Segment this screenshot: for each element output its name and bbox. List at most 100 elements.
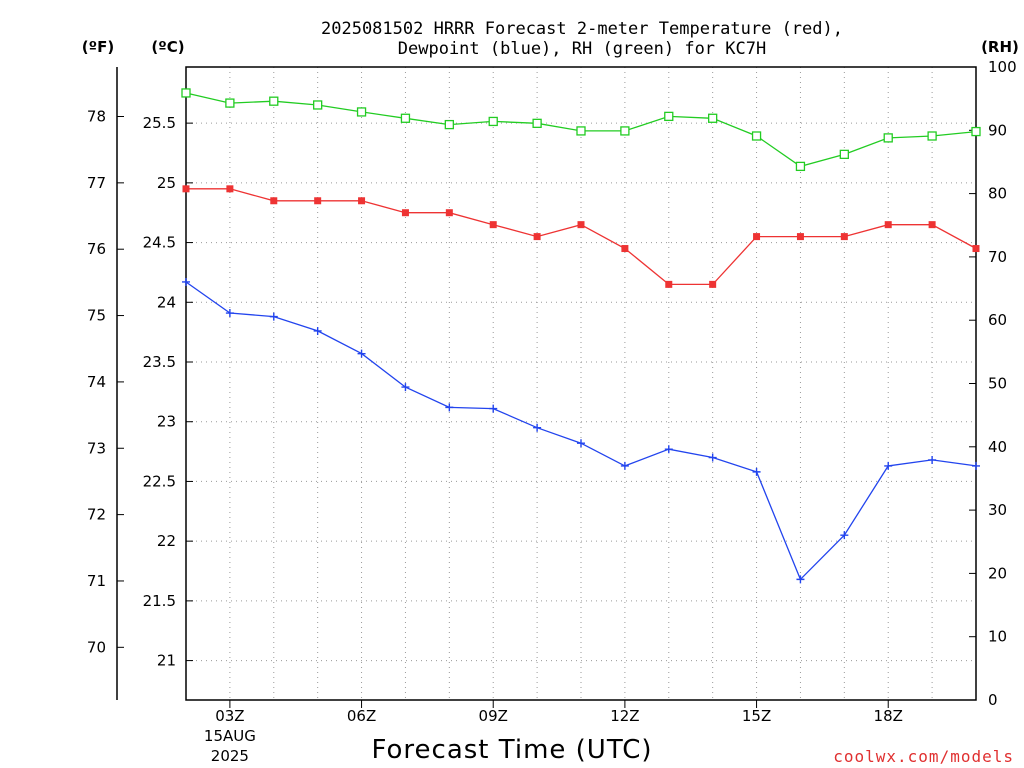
dewpoint-point — [708, 453, 717, 462]
celsius-tick-label: 23 — [157, 413, 176, 431]
dewpoint-point — [796, 575, 805, 584]
celsius-unit-label: (ºC) — [151, 38, 184, 56]
rh-unit-label: (RH) — [981, 38, 1019, 56]
temperature-point — [621, 245, 629, 253]
rh-tick-label: 40 — [988, 438, 1007, 456]
temperature-point — [270, 197, 278, 205]
temperature-point — [533, 233, 541, 241]
x-tick-label: 09Z — [479, 707, 508, 725]
temperature-point — [928, 221, 936, 229]
temperature-point — [226, 185, 234, 193]
rh-tick-label: 50 — [988, 375, 1007, 393]
rh-point — [356, 107, 367, 117]
dewpoint-point — [972, 461, 980, 470]
rh-tick-label: 0 — [988, 691, 998, 709]
chart-title-line-2: Dewpoint (blue), RH (green) for KC7H — [398, 39, 766, 59]
plot-frame — [185, 66, 977, 701]
rh-point — [313, 100, 323, 110]
temperature-point — [972, 245, 980, 253]
dewpoint-point — [225, 309, 234, 318]
temperature-point — [796, 233, 804, 241]
dewpoint-point — [489, 404, 498, 413]
celsius-tick-label: 22.5 — [143, 472, 176, 490]
fahrenheit-tick-label: 72 — [87, 506, 106, 524]
rh-point — [664, 111, 674, 122]
rh-tick-label: 100 — [988, 58, 1017, 76]
fahrenheit-tick-label: 73 — [87, 439, 106, 457]
celsius-tick-label: 24 — [157, 293, 176, 311]
temperature-point — [314, 197, 322, 205]
dewpoint-point — [445, 403, 454, 412]
rh-point — [751, 131, 762, 141]
fahrenheit-unit-label: (ºF) — [82, 38, 114, 56]
rh-point — [400, 113, 411, 123]
celsius-tick-label: 21 — [157, 652, 176, 670]
dewpoint-point — [182, 277, 190, 286]
rh-point — [927, 131, 937, 141]
grid-lines — [186, 67, 976, 700]
rh-point — [488, 116, 498, 127]
rh-point — [225, 98, 235, 108]
dewpoint-line — [185, 281, 977, 581]
x-tick-label: 15Z — [742, 707, 771, 725]
rh-tick-label: 20 — [988, 564, 1007, 582]
rh-point — [444, 119, 454, 130]
temperature-point — [577, 221, 585, 229]
temperature-point — [358, 197, 366, 205]
rh-point — [795, 161, 806, 172]
chart-title-line-1: 2025081502 HRRR Forecast 2-meter Tempera… — [321, 19, 843, 39]
temperature-point — [445, 209, 453, 217]
x-tick-label: 03Z — [215, 707, 244, 725]
celsius-tick-label: 23.5 — [143, 353, 176, 371]
fahrenheit-tick-label: 78 — [87, 107, 106, 125]
dewpoint-point — [840, 531, 849, 540]
temperature-point — [489, 221, 497, 229]
dewpoint-point — [269, 312, 278, 321]
temperature-line — [186, 188, 977, 286]
x-tick-year: 2025 — [211, 747, 249, 765]
rh-tick-label: 70 — [988, 248, 1007, 266]
rh-tick-label: 80 — [988, 185, 1007, 203]
rh-point — [181, 88, 191, 98]
fahrenheit-tick-label: 74 — [87, 373, 106, 391]
fahrenheit-tick-label: 76 — [87, 240, 106, 258]
temperature-point — [665, 280, 673, 288]
rh-tick-label: 10 — [988, 628, 1007, 646]
dewpoint-point — [884, 461, 893, 470]
fahrenheit-tick-label: 70 — [87, 638, 106, 656]
rh-tick-label: 60 — [988, 311, 1007, 329]
rh-tick-label: 90 — [988, 121, 1007, 139]
temperature-point — [709, 280, 717, 288]
dewpoint-point — [928, 455, 937, 464]
dewpoint-point — [752, 467, 761, 476]
source-credit: coolwx.com/models — [833, 747, 1014, 766]
dewpoint-point — [533, 423, 542, 432]
dewpoint-point — [664, 445, 673, 454]
fahrenheit-tick-label: 77 — [87, 174, 106, 192]
rh-point — [620, 126, 630, 136]
x-tick-label: 06Z — [347, 707, 376, 725]
dewpoint-point — [313, 326, 322, 335]
temperature-point — [401, 209, 409, 217]
fahrenheit-tick-label: 71 — [87, 572, 106, 590]
axis-ticks: 21 21.5 22 22.5 23 23.5 24 24.5 25 25.5 70 71 72 73 74… — [87, 58, 1017, 765]
x-axis-label: Forecast Time (UTC) — [371, 735, 652, 765]
celsius-tick-label: 25 — [157, 174, 176, 192]
rh-point — [576, 126, 586, 136]
temperature-point — [182, 185, 190, 193]
x-tick-label: 12Z — [610, 707, 639, 725]
x-tick-label: 18Z — [874, 707, 903, 725]
dewpoint-point — [577, 439, 585, 448]
temperature-point — [753, 233, 761, 241]
x-tick-date: 15AUG — [204, 727, 256, 745]
rh-point — [883, 133, 893, 143]
dewpoint-point — [620, 461, 629, 470]
rh-point — [269, 96, 279, 106]
celsius-tick-label: 21.5 — [143, 592, 176, 610]
temperature-point — [884, 221, 892, 229]
temperature-point — [840, 233, 848, 241]
rh-point — [839, 149, 849, 160]
fahrenheit-tick-label: 75 — [87, 307, 106, 325]
rh-point — [971, 126, 981, 137]
